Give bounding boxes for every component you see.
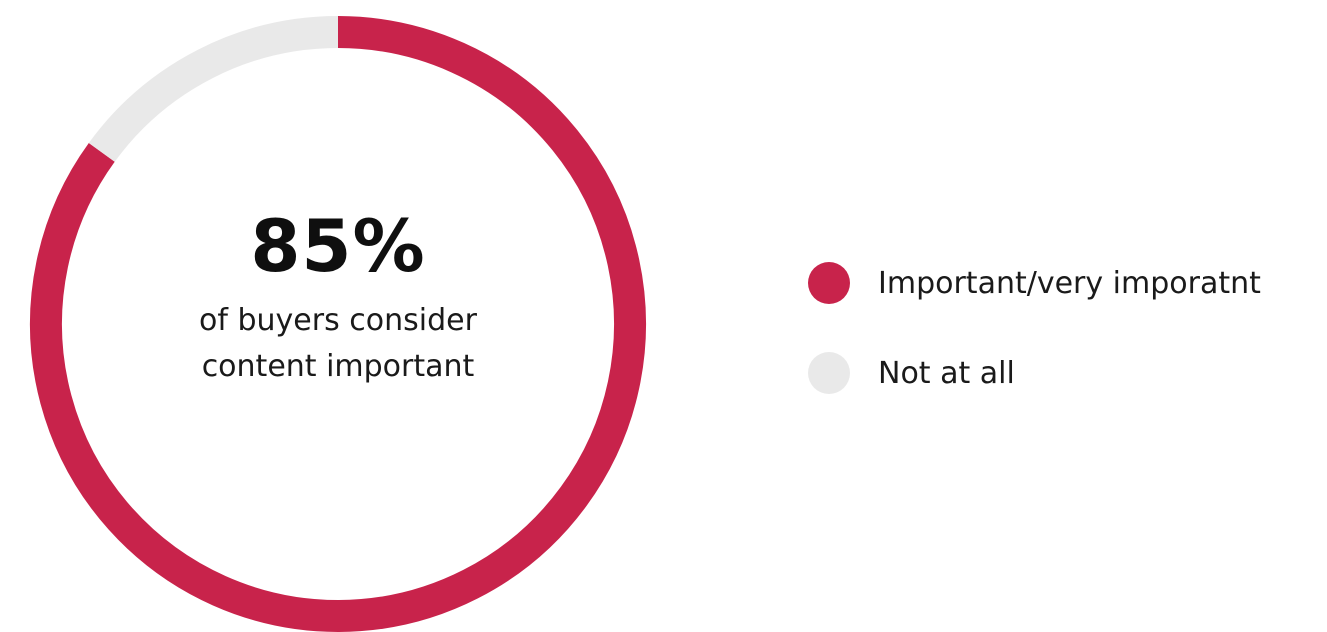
legend-label-important: Important/very imporatnt <box>878 265 1261 301</box>
legend-item-important: Important/very imporatnt <box>808 258 1261 308</box>
center-caption-line-2: content important <box>201 349 475 384</box>
legend-label-not-at-all: Not at all <box>878 355 1015 391</box>
center-caption-line-1: of buyers consider <box>199 303 477 338</box>
legend-swatch-important <box>808 262 850 304</box>
donut-segment-not-at-all <box>88 16 339 162</box>
legend-item-not-at-all: Not at all <box>808 348 1261 398</box>
legend: Important/very imporatnt Not at all <box>808 258 1261 438</box>
center-summary: 85% of buyers consider content important <box>168 210 508 390</box>
donut-chart <box>30 16 646 632</box>
center-value: 85% <box>250 204 426 288</box>
legend-swatch-not-at-all <box>808 352 850 394</box>
donut-segment-important <box>30 16 646 632</box>
